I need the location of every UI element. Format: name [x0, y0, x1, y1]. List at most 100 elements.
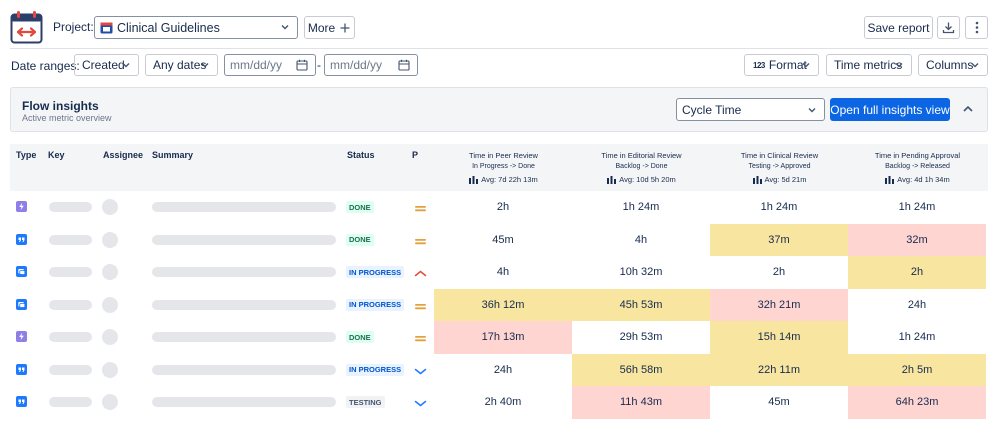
metric-average: Avg: 5d 21m [752, 175, 806, 184]
key-placeholder[interactable] [49, 397, 92, 408]
metric-cell: 17h 13m [434, 321, 572, 354]
column-header-assignee: Assignee [103, 150, 144, 160]
metric-column-header[interactable]: Time in Editorial Review Backlog -> Done A… [573, 151, 710, 187]
avatar[interactable] [102, 296, 118, 313]
metric-cell: 4h [496, 266, 510, 279]
chevron-up-icon[interactable] [959, 100, 977, 118]
bar-chart-icon [469, 176, 479, 184]
chevron-down-icon [971, 63, 979, 68]
metric-title: Time in Pending Approval [874, 151, 961, 160]
key-placeholder[interactable] [49, 332, 92, 343]
open-insights-button[interactable]: Open full insights view [830, 98, 950, 121]
calendar-app-icon [10, 11, 43, 44]
created-dropdown[interactable]: Created [74, 54, 139, 76]
summary-placeholder[interactable] [152, 397, 336, 408]
bar-chart-icon [752, 176, 762, 184]
save-report-label: Save report [867, 20, 930, 35]
metric-column-header[interactable]: Time in Peer Review In Progress -> Done Av… [435, 151, 572, 187]
avatar[interactable] [102, 329, 118, 346]
chevron-down-icon [281, 25, 289, 30]
metric-column-header[interactable]: Time in Clinical Review Testing -> Approv… [711, 151, 848, 187]
avatar[interactable] [102, 264, 118, 281]
metric-cell: 24h [907, 298, 927, 311]
download-button[interactable] [937, 16, 960, 39]
more-button[interactable]: More [304, 16, 355, 39]
metric-cell: 45m [768, 396, 790, 409]
columns-dropdown[interactable]: Columns [918, 54, 988, 76]
status-badge[interactable]: IN PROGRESS [346, 363, 405, 376]
chevron-down-icon [122, 63, 130, 68]
any-dates-label: Any dates [153, 58, 207, 72]
metric-cell: 45m [492, 233, 514, 246]
summary-placeholder[interactable] [152, 332, 336, 343]
metric-transition: Backlog -> Released [885, 163, 950, 170]
avatar[interactable] [102, 231, 118, 248]
date-separator: - [317, 58, 321, 72]
summary-placeholder[interactable] [152, 234, 336, 245]
date-from-placeholder: mm/dd/yy [230, 58, 283, 72]
metric-average-value: Avg: 7d 22h 13m [481, 175, 538, 184]
save-report-button[interactable]: Save report [864, 16, 933, 39]
metric-column-header[interactable]: Time in Pending Approval Backlog -> Relea… [849, 151, 986, 187]
quote-icon [16, 396, 27, 408]
key-placeholder[interactable] [49, 202, 92, 213]
plus-icon [340, 23, 350, 32]
table-row[interactable]: DONE 17h 13m 29h 53m 15h 14m 1h 24m [10, 321, 988, 354]
metric-cell: 2h 40m [484, 396, 522, 409]
table-row[interactable]: TESTING 2h 40m 11h 43m 45m 64h 23m [10, 386, 988, 419]
flow-insights-panel: Flow insights Active metric overview Cyc… [10, 87, 988, 132]
high-priority-icon [414, 267, 427, 277]
summary-placeholder[interactable] [152, 364, 336, 375]
bar-chart-icon [607, 176, 617, 184]
chevron-down-icon [201, 63, 209, 68]
insights-subtitle: Active metric overview [22, 113, 112, 123]
metric-cell: 29h 53m [619, 331, 663, 344]
key-placeholder[interactable] [49, 234, 92, 245]
project-label: Project: [53, 20, 94, 34]
metric-cell: 32m [848, 223, 986, 256]
avatar[interactable] [102, 394, 118, 411]
insights-title: Flow insights [22, 99, 99, 113]
summary-placeholder[interactable] [152, 267, 336, 278]
date-from-input[interactable]: mm/dd/yy [224, 54, 316, 76]
status-badge[interactable]: DONE [346, 233, 374, 246]
column-header-status: Status [347, 150, 375, 160]
summary-placeholder[interactable] [152, 299, 336, 310]
column-header-key: Key [48, 150, 65, 160]
more-options-button[interactable] [965, 16, 988, 39]
metric-cell: 1h 24m [760, 201, 798, 214]
metric-cell: 22h 11m [710, 353, 848, 386]
table-row[interactable]: IN PROGRESS 36h 12m 45h 53m 32h 21m 24h [10, 288, 988, 321]
status-badge[interactable]: IN PROGRESS [346, 298, 405, 311]
status-badge[interactable]: IN PROGRESS [346, 266, 405, 279]
date-to-input[interactable]: mm/dd/yy [324, 54, 418, 76]
metric-cell: 4h [634, 233, 648, 246]
project-select[interactable]: Clinical Guidelines [94, 16, 298, 39]
table-row[interactable]: DONE 2h 1h 24m 1h 24m 1h 24m [10, 191, 988, 224]
status-badge[interactable]: TESTING [346, 396, 385, 409]
status-badge[interactable]: DONE [346, 331, 374, 344]
avatar[interactable] [102, 199, 118, 216]
kebab-icon [975, 21, 978, 34]
metric-select[interactable]: Cycle Time [676, 98, 825, 121]
avatar[interactable] [102, 361, 118, 378]
medium-priority-icon [414, 235, 427, 244]
more-button-label: More [307, 20, 336, 35]
project-icon [100, 22, 113, 33]
table-row[interactable]: DONE 45m 4h 37m 32m [10, 223, 988, 256]
summary-placeholder[interactable] [152, 202, 336, 213]
any-dates-dropdown[interactable]: Any dates [145, 54, 218, 76]
low-priority-icon [414, 365, 427, 375]
metric-average: Avg: 4d 1h 34m [885, 175, 950, 184]
status-badge[interactable]: DONE [346, 201, 374, 214]
key-placeholder[interactable] [49, 299, 92, 310]
metric-cell: 15h 14m [710, 321, 848, 354]
calendar-icon[interactable] [398, 59, 410, 71]
format-dropdown[interactable]: 123 Format [744, 54, 819, 76]
time-metrics-dropdown[interactable]: Time metrics [826, 54, 912, 76]
table-row[interactable]: IN PROGRESS 24h 56h 58m 22h 11m 2h 5m [10, 353, 988, 386]
key-placeholder[interactable] [49, 364, 92, 375]
key-placeholder[interactable] [49, 267, 92, 278]
calendar-icon[interactable] [296, 59, 308, 71]
table-row[interactable]: IN PROGRESS 4h 10h 32m 2h 2h [10, 256, 988, 289]
